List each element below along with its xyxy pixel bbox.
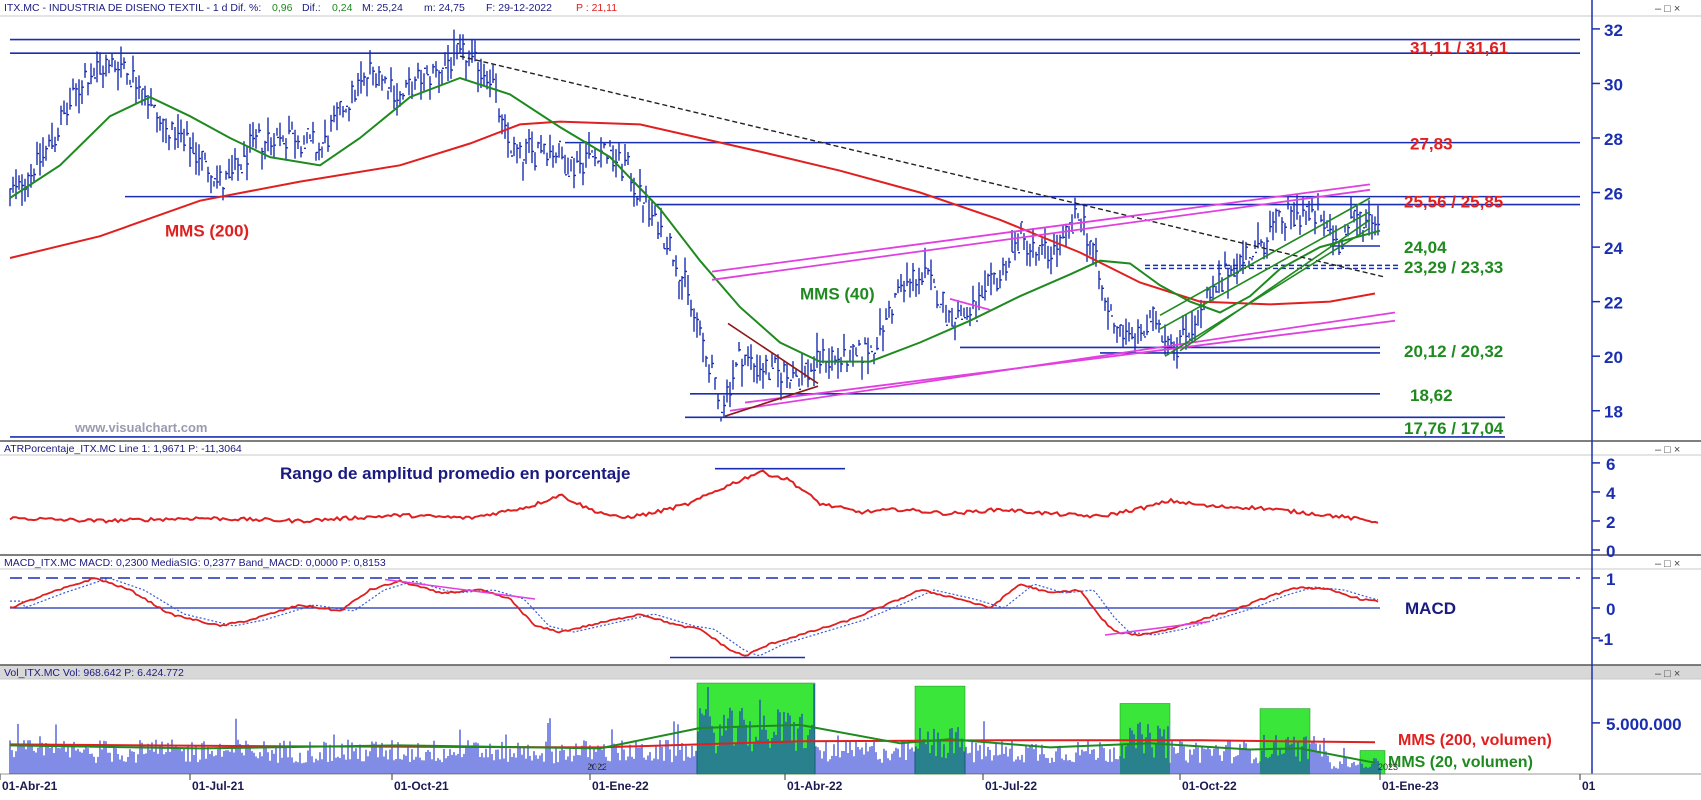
volume-header-text: Vol_ITX.MC Vol: 968.642 P: 6.424.772 <box>4 667 184 679</box>
volume-y-tick-label: 5.000.000 <box>1606 715 1682 734</box>
channel-line <box>711 188 1371 281</box>
x-tick-label: 01-Jul-22 <box>985 779 1037 793</box>
panel-header-vol <box>0 665 1701 679</box>
wedge-line <box>724 385 819 417</box>
level-label: 18,62 <box>1410 386 1453 405</box>
macd-y-tick-label: -1 <box>1598 630 1613 649</box>
rising-channel-line <box>1179 219 1371 352</box>
volume-mms200-label: MMS (200, volumen) <box>1398 732 1552 749</box>
atr-y-tick-label: 6 <box>1606 455 1615 474</box>
level-label: 23,29 / 23,33 <box>1404 258 1503 277</box>
window-controls: – □ × <box>1655 444 1680 456</box>
year-marker: 2022 <box>587 762 607 772</box>
x-tick-label: 01 <box>1582 779 1596 793</box>
mms40-line <box>9 76 1381 363</box>
year-marker: 2023 <box>1378 762 1398 772</box>
level-label: 27,83 <box>1410 135 1453 154</box>
price-y-tick-label: 28 <box>1604 130 1623 149</box>
price-y-tick-label: 18 <box>1604 403 1623 422</box>
window-controls: – □ × <box>1655 558 1680 570</box>
price-header-text: ITX.MC - INDUSTRIA DE DISENO TEXTIL - 1 … <box>4 2 261 14</box>
mms40-label: MMS (40) <box>800 284 875 303</box>
atr-line <box>9 469 1379 524</box>
atr-title: Rango de amplitud promedio en porcentaje <box>280 464 630 483</box>
level-label: 31,11 / 31,61 <box>1410 38 1508 57</box>
mms200-label: MMS (200) <box>165 222 249 241</box>
rising-channel-line <box>1159 197 1371 316</box>
x-tick-label: 01-Abr-21 <box>2 779 58 793</box>
x-tick-label: 01-Jul-21 <box>192 779 244 793</box>
channel-line <box>729 311 1396 412</box>
watermark: www.visualchart.com <box>74 420 207 435</box>
price-header-text: M: 25,24 <box>362 2 403 14</box>
price-y-tick-label: 20 <box>1604 348 1623 367</box>
level-label: 17,76 / 17,04 <box>1404 419 1504 438</box>
atr-y-tick-label: 0 <box>1606 542 1615 561</box>
price-y-tick-label: 30 <box>1604 75 1623 94</box>
atr-header-text: ATRPorcentaje_ITX.MC Line 1: 1,9671 P: -… <box>4 443 242 455</box>
macd-divergence-line <box>1104 620 1211 636</box>
rising-channel-line <box>1159 210 1371 330</box>
price-header-text: Dif.: <box>302 2 321 14</box>
panel-header-atr <box>0 441 1701 455</box>
wedge-line <box>727 322 819 385</box>
macd-divergence-line <box>384 578 536 600</box>
volume-mms20-line <box>9 723 1376 764</box>
channel-line <box>949 298 991 311</box>
volume-bars <box>9 684 1381 774</box>
price-y-tick-label: 26 <box>1604 185 1623 204</box>
channel-line <box>711 183 1371 273</box>
macd-line <box>9 577 1379 657</box>
macd-header-text: MACD_ITX.MC MACD: 0,2300 MediaSIG: 0,237… <box>4 557 386 569</box>
level-label: 25,56 / 25,85 <box>1404 193 1503 212</box>
x-tick-label: 01-Abr-22 <box>787 779 843 793</box>
downtrend-dashed-line <box>459 55 1386 278</box>
level-label: 24,04 <box>1404 238 1447 257</box>
macd-label: MACD <box>1405 599 1456 618</box>
price-header-text: 0,96 <box>272 2 293 14</box>
x-tick-label: 01-Oct-22 <box>1182 779 1237 793</box>
window-controls: – □ × <box>1655 3 1680 15</box>
channel-line <box>744 319 1396 404</box>
panel-header-macd <box>0 555 1701 569</box>
atr-y-tick-label: 2 <box>1606 513 1615 532</box>
panel-header-price <box>0 0 1701 16</box>
price-y-tick-label: 22 <box>1604 294 1623 313</box>
x-tick-label: 01-Ene-22 <box>592 779 649 793</box>
x-tick-label: 01-Oct-21 <box>394 779 449 793</box>
price-header-text: m: 24,75 <box>424 2 465 14</box>
macd-y-tick-label: 1 <box>1606 570 1615 589</box>
price-header-text: 0,24 <box>332 2 353 14</box>
price-y-tick-label: 32 <box>1604 21 1623 40</box>
level-label: 20,12 / 20,32 <box>1404 342 1503 361</box>
volume-mms20-label: MMS (20, volumen) <box>1388 754 1533 771</box>
rising-channel-line <box>1164 227 1371 357</box>
x-tick-label: 01-Ene-23 <box>1382 779 1439 793</box>
atr-y-tick-label: 4 <box>1606 484 1616 503</box>
price-y-tick-label: 24 <box>1604 239 1623 258</box>
macd-y-tick-label: 0 <box>1606 600 1615 619</box>
window-controls: – □ × <box>1655 668 1680 680</box>
price-header-text: F: 29-12-2022 <box>486 2 552 14</box>
price-header-text: P : 21,11 <box>576 2 617 14</box>
